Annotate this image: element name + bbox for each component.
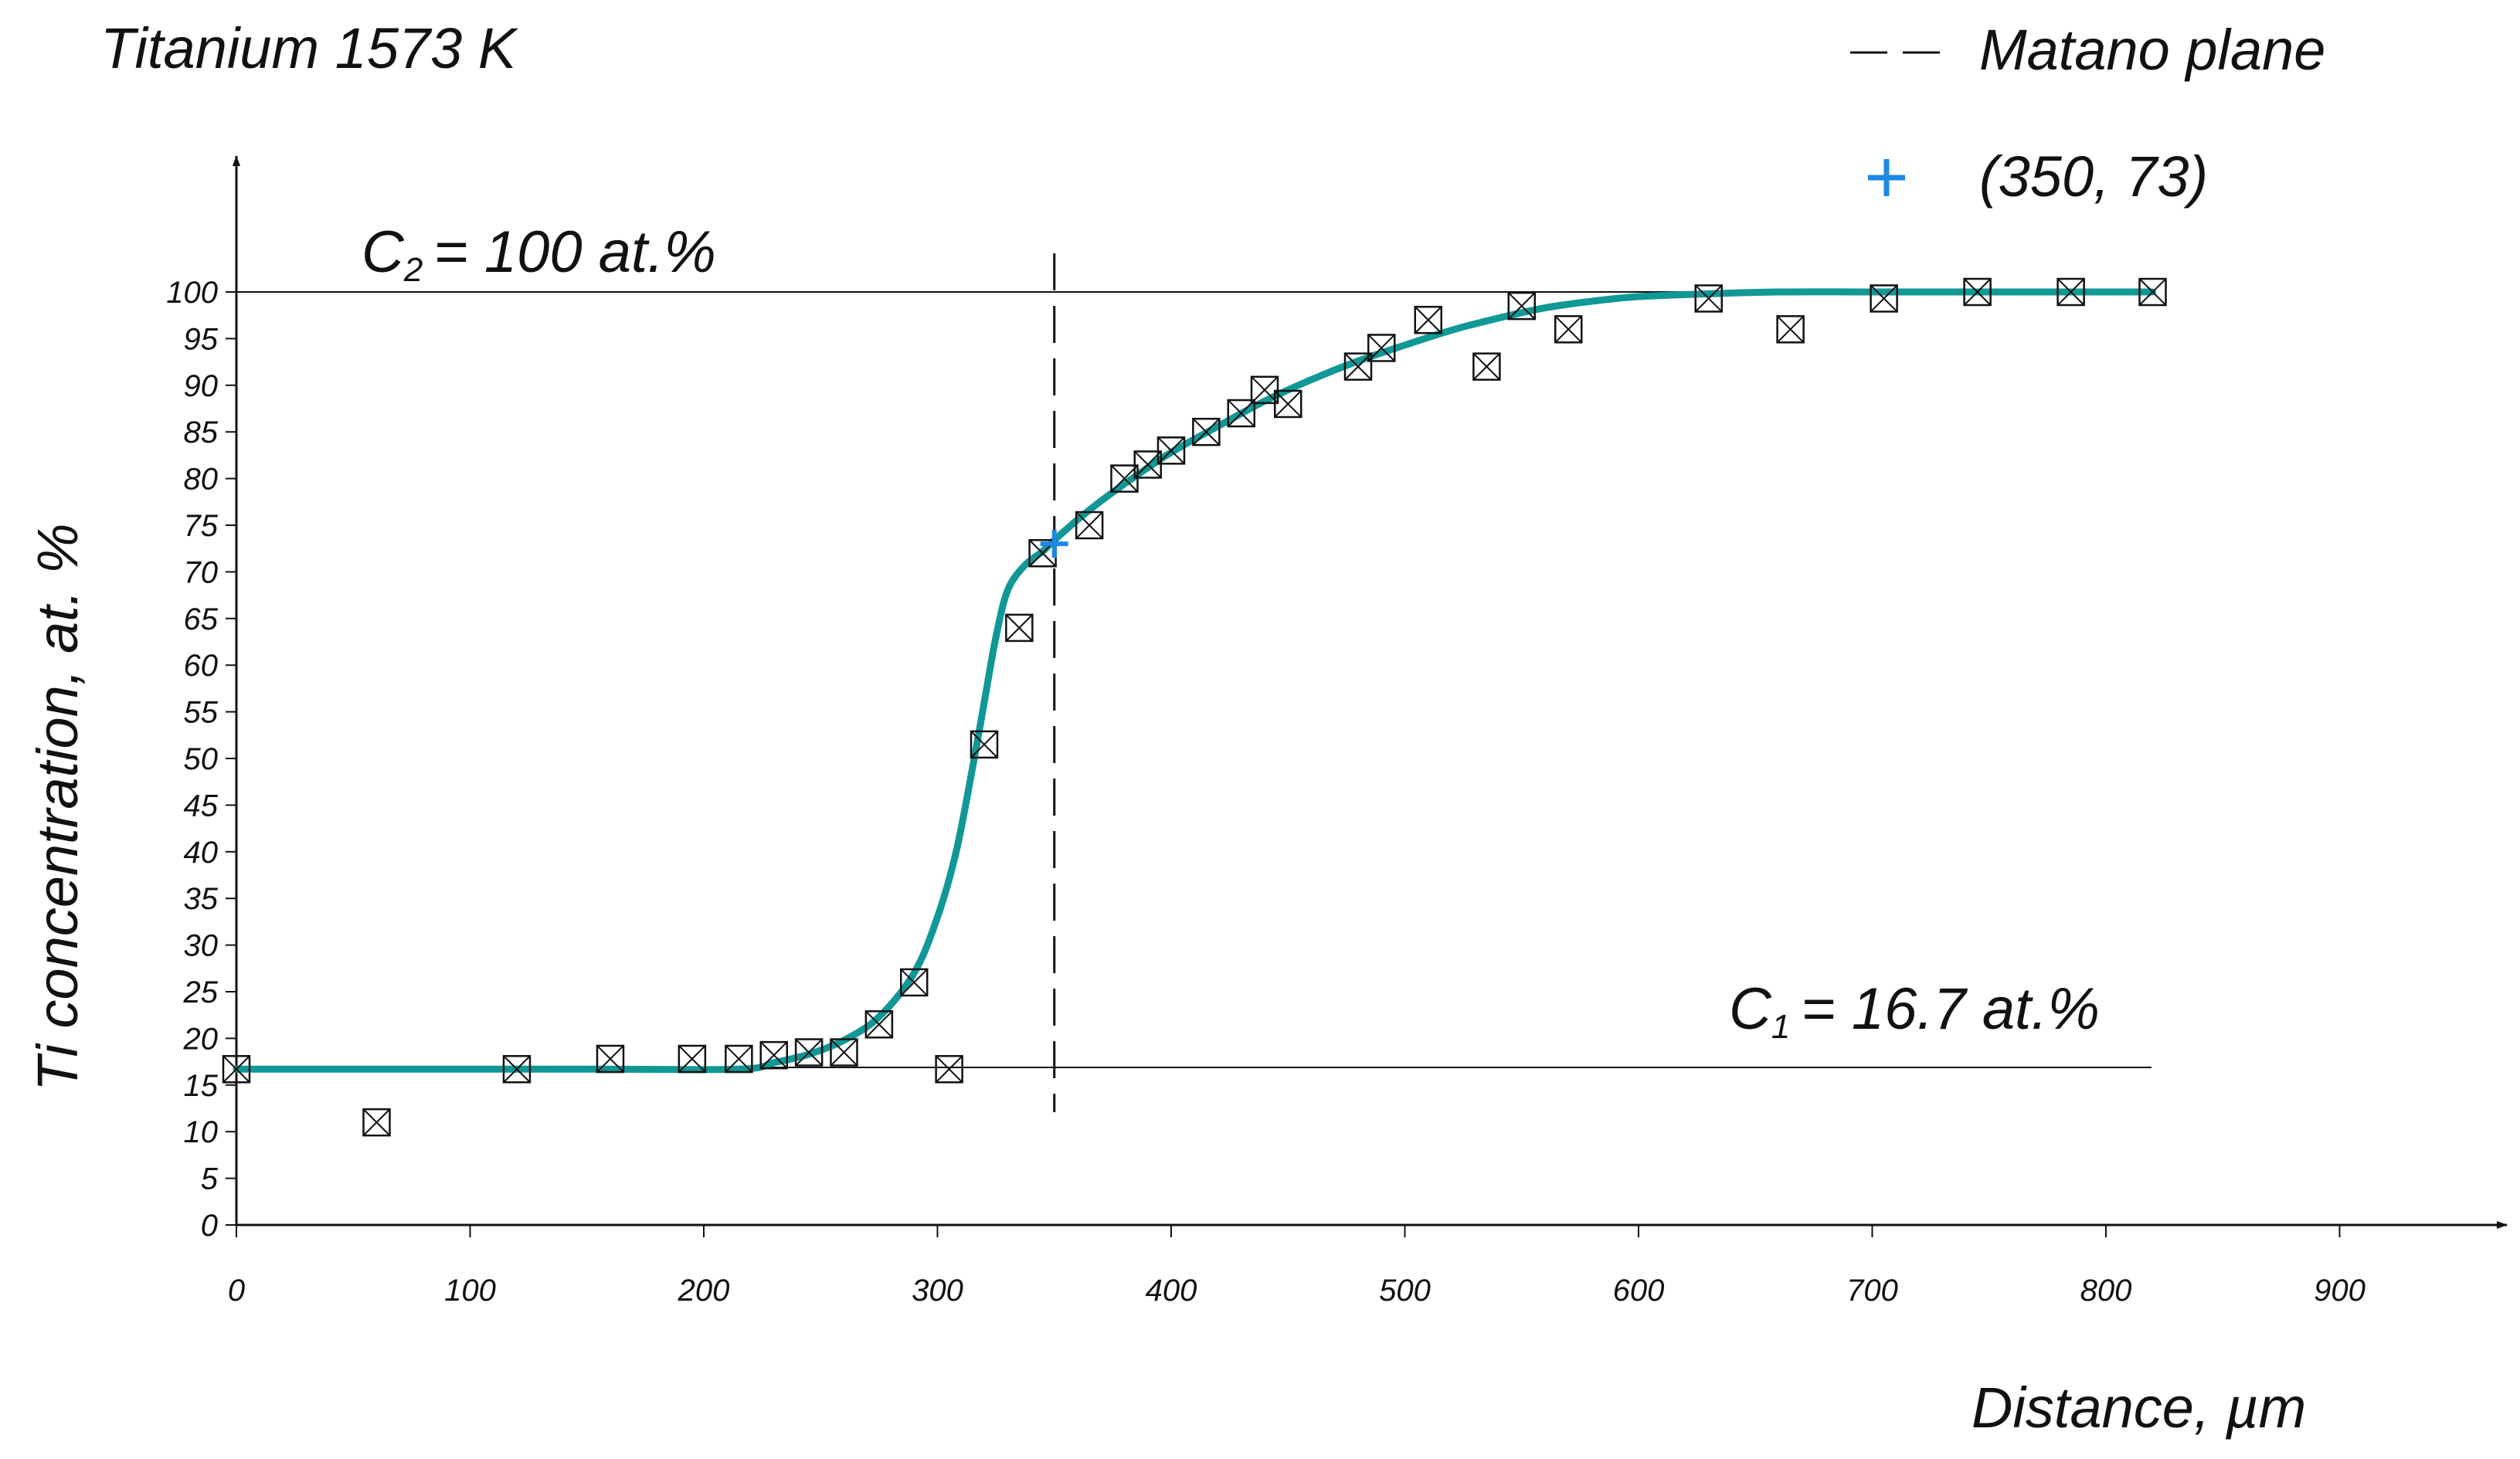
- y-tick-label: 85: [184, 416, 219, 450]
- y-tick-label: 100: [166, 276, 218, 310]
- fit-curve: [233, 288, 2156, 1074]
- data-points: [222, 277, 2167, 1137]
- data-point: [596, 1044, 625, 1074]
- y-tick-label: 35: [184, 882, 219, 916]
- y-tick-label: 40: [184, 836, 219, 870]
- data-point: [1367, 334, 1396, 362]
- data-point: [1274, 389, 1302, 419]
- y-tick-label: 70: [184, 555, 219, 589]
- x-tick-label: 0: [228, 1274, 245, 1308]
- y-tick-label: 10: [184, 1115, 219, 1149]
- legend-plus-icon: [1868, 159, 1905, 196]
- y-ticks: 0 5 10 15 20 25 30 35 40 45 50 55 60 65 70 75 80 85 90 95 10…: [166, 276, 236, 1243]
- y-tick-label: 80: [184, 463, 219, 497]
- y-tick-label: 50: [184, 742, 219, 776]
- x-tick-label: 600: [1613, 1274, 1665, 1308]
- y-tick-label: 0: [201, 1209, 218, 1243]
- data-point: [1694, 284, 1723, 313]
- data-point: [502, 1055, 532, 1084]
- x-tick-label: 400: [1146, 1274, 1197, 1308]
- y-tick-label: 90: [184, 369, 219, 403]
- data-point: [1472, 352, 1501, 381]
- y-tick-label: 65: [184, 602, 219, 636]
- data-point: [864, 1010, 894, 1039]
- chart-title: Titanium 1573 K: [100, 16, 519, 80]
- data-point: [222, 1055, 251, 1084]
- c1-annotation: C1 = 16.7 at.%: [1729, 976, 2100, 1046]
- data-point: [900, 968, 929, 997]
- data-point: [1870, 284, 1898, 313]
- y-tick-label: 5: [201, 1162, 219, 1196]
- data-point: [1005, 613, 1034, 643]
- data-point: [794, 1038, 824, 1067]
- data-point: [759, 1040, 788, 1070]
- data-point: [1507, 291, 1536, 321]
- y-tick-label: 55: [184, 696, 219, 730]
- data-point: [1554, 315, 1583, 344]
- data-point: [1227, 399, 1255, 428]
- data-point: [970, 730, 999, 759]
- y-tick-label: 75: [184, 509, 219, 543]
- y-tick-label: 25: [183, 975, 219, 1009]
- c2-annotation: C2 = 100 at.%: [362, 219, 716, 289]
- x-tick-label: 300: [912, 1274, 963, 1308]
- data-point: [1343, 352, 1373, 381]
- data-point: [362, 1108, 391, 1137]
- x-tick-label: 100: [444, 1274, 496, 1308]
- data-point: [830, 1038, 858, 1067]
- legend: Matano plane (350, 73): [1850, 18, 2325, 209]
- x-tick-label: 200: [678, 1274, 730, 1308]
- data-point: [1776, 315, 1805, 344]
- y-tick-label: 60: [184, 649, 219, 683]
- x-tick-label: 800: [2080, 1274, 2132, 1308]
- fit-curve-group: [233, 288, 2156, 1074]
- x-tick-label: 500: [1379, 1274, 1431, 1308]
- data-point: [935, 1055, 963, 1084]
- highlight-group: [1040, 530, 1068, 558]
- data-point: [1192, 417, 1221, 446]
- data-point: [1156, 436, 1186, 465]
- data-point: [1075, 511, 1104, 540]
- x-axis-label: Distance, µm: [1972, 1376, 2306, 1440]
- x-tick-label: 700: [1846, 1274, 1898, 1308]
- data-point: [725, 1044, 753, 1074]
- y-tick-label: 95: [184, 322, 219, 356]
- highlight-point: [1040, 530, 1068, 558]
- data-point: [1414, 305, 1442, 334]
- data-point: [678, 1044, 707, 1074]
- legend-matano-label: Matano plane: [1979, 18, 2325, 82]
- y-tick-label: 15: [184, 1069, 219, 1103]
- x-ticks: 0 100 200 300 400 500 600 700 800 900: [228, 1225, 2365, 1308]
- data-point: [1963, 277, 1992, 307]
- x-tick-label: 900: [2314, 1274, 2365, 1308]
- y-tick-label: 45: [184, 789, 219, 823]
- data-point: [2138, 277, 2167, 307]
- data-point: [2056, 277, 2085, 307]
- y-axis-label: Ti concentration, at. %: [25, 523, 90, 1091]
- y-tick-label: 30: [184, 929, 219, 963]
- y-tick-label: 20: [183, 1022, 219, 1056]
- legend-point-label: (350, 73): [1979, 144, 2208, 209]
